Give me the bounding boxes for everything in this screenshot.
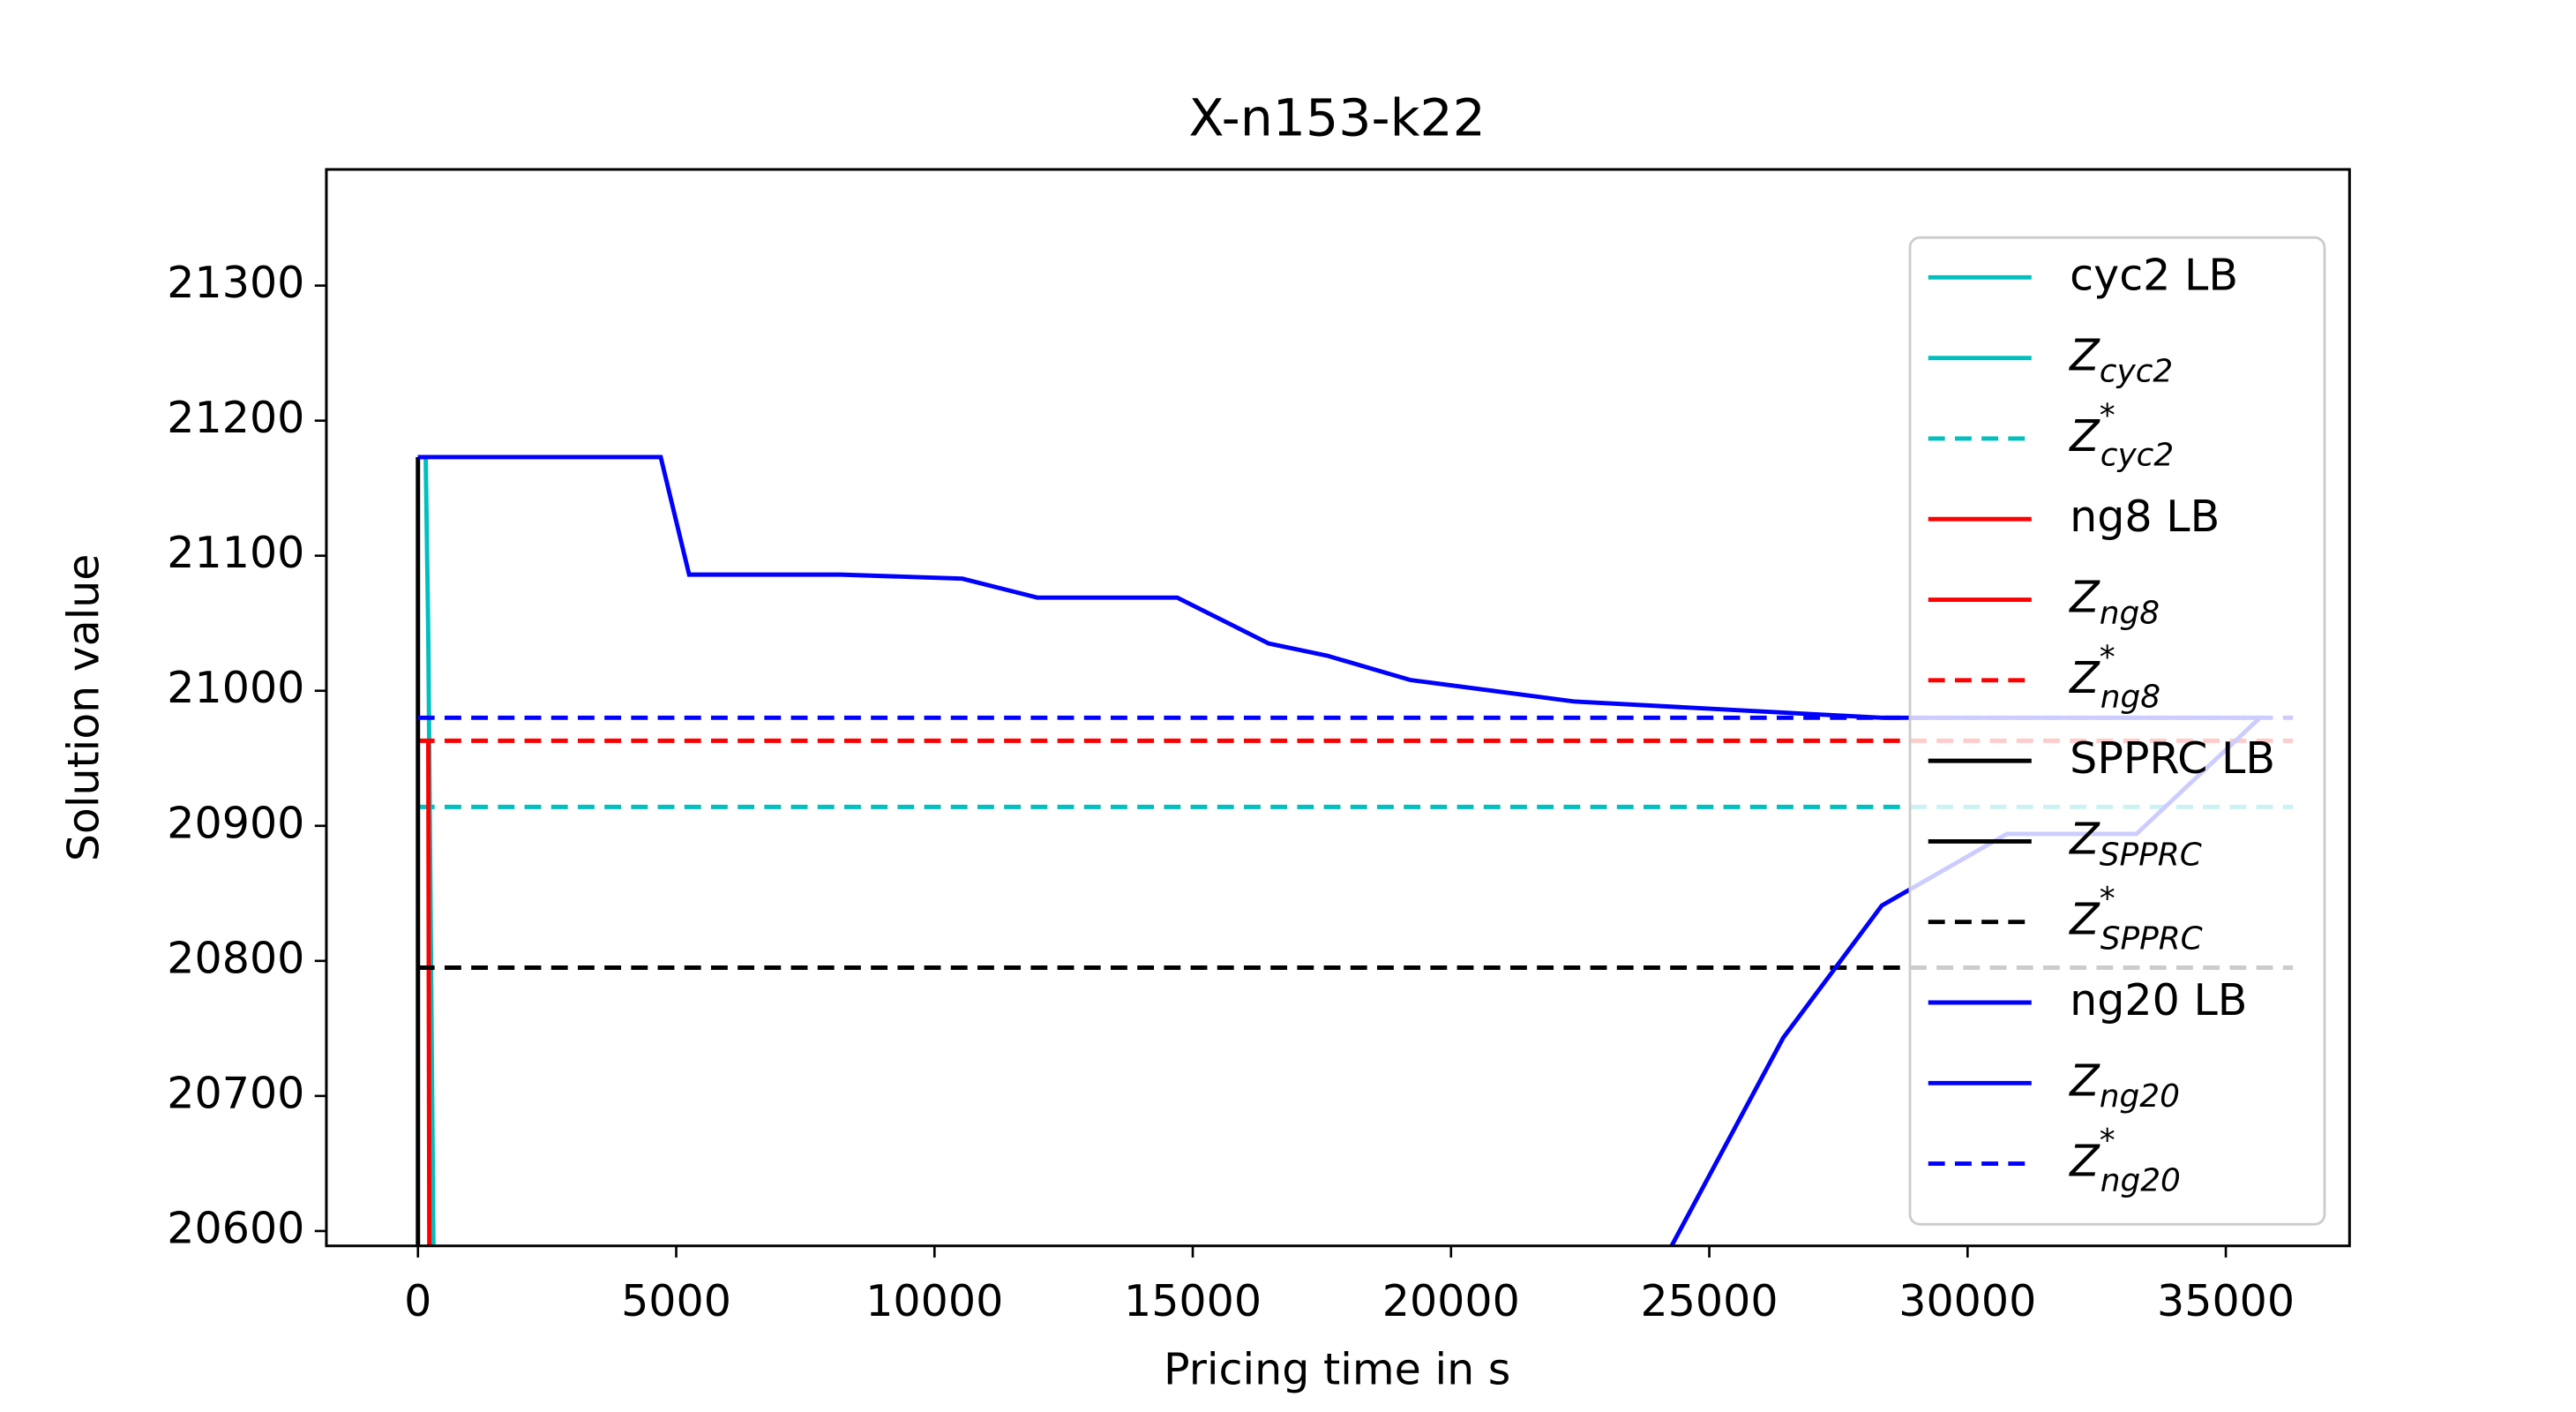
legend-superscript: * xyxy=(2100,398,2115,434)
legend-subscript: SPPRC xyxy=(2100,837,2202,873)
legend-label: Z* ng20 xyxy=(2068,1123,2181,1198)
x-tick-label: 10000 xyxy=(865,1276,1003,1326)
x-tick-label: 35000 xyxy=(2157,1276,2295,1326)
legend-box xyxy=(1908,236,2326,1226)
x-tick-label: 15000 xyxy=(1124,1276,1262,1326)
legend-name: cyc2 LB xyxy=(2070,250,2238,300)
x-tick-label: 5000 xyxy=(621,1276,731,1326)
legend-name: Z xyxy=(2068,652,2100,702)
legend-label: Z* cyc2 xyxy=(2068,398,2174,474)
y-tick-label: 20800 xyxy=(167,933,304,983)
legend-name: Z xyxy=(2068,572,2100,622)
legend-label: Zng8 xyxy=(2068,572,2160,631)
legend-label: ng8 LB xyxy=(2070,492,2220,542)
y-tick-label: 20700 xyxy=(167,1068,304,1118)
x-tick-label: 20000 xyxy=(1382,1276,1520,1326)
x-axis-label: Pricing time in s xyxy=(1164,1344,1510,1394)
y-tick-label: 20900 xyxy=(167,798,304,848)
legend-label: Z* SPPRC xyxy=(2068,881,2202,957)
legend-name: Z xyxy=(2068,894,2100,944)
legend-subscript: SPPRC xyxy=(2100,920,2203,957)
plot-area xyxy=(416,454,2294,1246)
legend-subscript: cyc2 xyxy=(2100,354,2173,390)
legend-label: Zcyc2 xyxy=(2068,330,2173,389)
legend-subscript: ng20 xyxy=(2100,1078,2180,1115)
legend-subscript: ng20 xyxy=(2100,1162,2181,1198)
legend-label: cyc2 LB xyxy=(2070,250,2238,300)
legend-name: Z xyxy=(2068,410,2100,461)
legend-superscript: * xyxy=(2100,881,2115,917)
legend-superscript: * xyxy=(2100,639,2115,675)
x-tick-label: 25000 xyxy=(1640,1276,1778,1326)
y-axis-label: Solution value xyxy=(59,554,109,862)
legend-label: SPPRC LB xyxy=(2070,733,2275,784)
legend-name: Z xyxy=(2068,814,2100,864)
y-tick-label: 20600 xyxy=(167,1203,304,1253)
series-line xyxy=(417,454,2260,720)
x-tick-label: 0 xyxy=(404,1276,431,1326)
legend-name: Z xyxy=(2068,1055,2100,1106)
legend-label: ZSPPRC xyxy=(2068,814,2202,873)
legend-superscript: * xyxy=(2100,1123,2115,1159)
chart-title: X-n153-k22 xyxy=(1188,88,1485,148)
legend-name: ng20 LB xyxy=(2070,975,2247,1025)
y-tick-label: 21200 xyxy=(167,393,304,443)
y-tick-label: 21100 xyxy=(167,528,304,578)
legend-subscript: ng8 xyxy=(2100,680,2160,716)
legend-label: Zng20 xyxy=(2068,1055,2180,1115)
legend-subscript: ng8 xyxy=(2100,596,2160,632)
y-tick-label: 21300 xyxy=(167,258,304,308)
legend-name: Z xyxy=(2068,330,2100,380)
axes-frame xyxy=(325,168,2351,1248)
series-line xyxy=(423,456,436,1246)
legend-label: ng20 LB xyxy=(2070,975,2247,1025)
series-line xyxy=(426,740,432,1246)
legend-label: Z* ng8 xyxy=(2068,639,2160,715)
legend-name: SPPRC LB xyxy=(2070,733,2275,784)
x-tick-label: 30000 xyxy=(1898,1276,2036,1326)
legend-subscript: cyc2 xyxy=(2100,438,2174,474)
legend-name: ng8 LB xyxy=(2070,492,2220,542)
legend-name: Z xyxy=(2068,1136,2100,1186)
y-tick-label: 21000 xyxy=(167,663,304,713)
